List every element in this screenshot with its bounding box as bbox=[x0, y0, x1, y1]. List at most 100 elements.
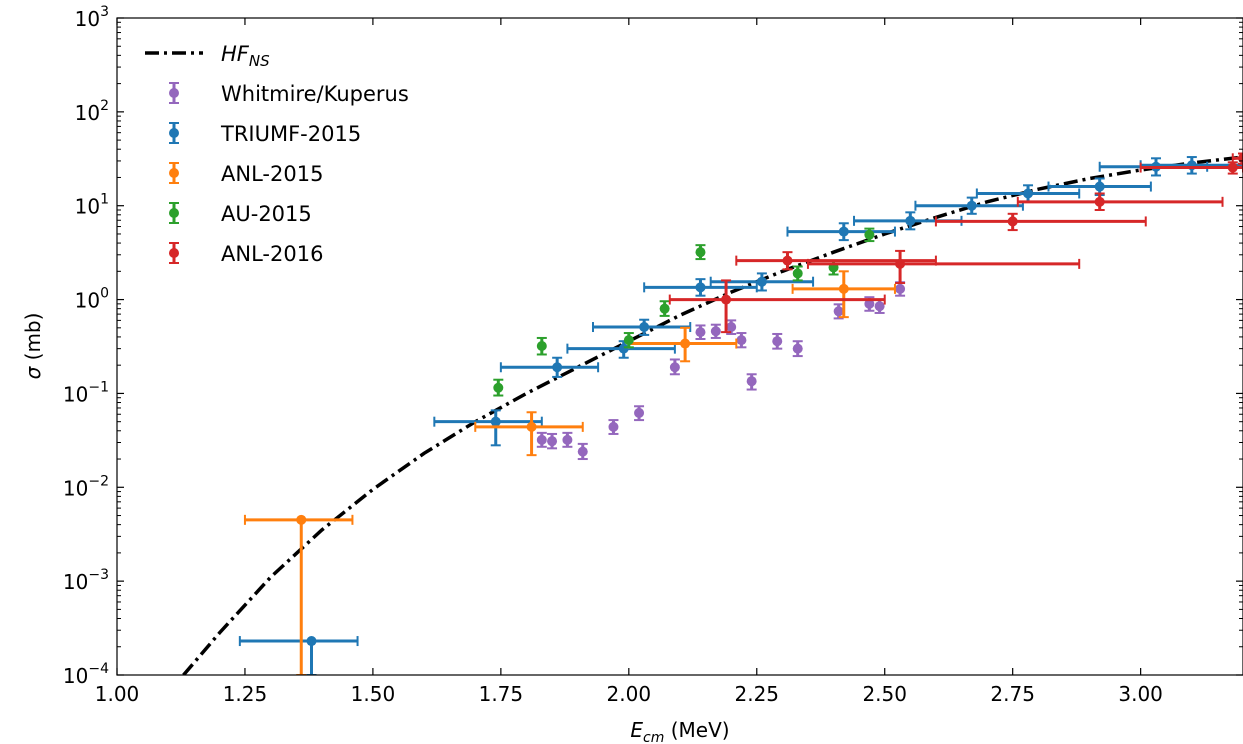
series-whitmire-kuperus-point-10 bbox=[736, 332, 747, 349]
series-au-2015-marker bbox=[536, 341, 547, 352]
series-triumf-2015-marker bbox=[639, 322, 650, 333]
series-whitmire-kuperus-point-7 bbox=[695, 324, 706, 341]
series-anl-2016-point-3 bbox=[934, 212, 1147, 232]
series-triumf-2015-point-6 bbox=[709, 272, 815, 292]
series-anl-2015-marker bbox=[526, 421, 537, 432]
series-au-2015-marker bbox=[695, 247, 706, 258]
y-tick-label-3: 10−1 bbox=[63, 379, 109, 406]
model-curve-hf-ns bbox=[182, 155, 1243, 675]
legend-label-anl-2016: ANL-2016 bbox=[221, 242, 323, 266]
x-axis-title: Ecm (MeV) bbox=[630, 718, 729, 744]
legend-entry-triumf: TRIUMF-2015 bbox=[169, 122, 361, 146]
legend-label-au-2015: AU-2015 bbox=[221, 202, 312, 226]
series-whitmire-kuperus-marker bbox=[746, 376, 757, 387]
y-tick-label-0: 10−4 bbox=[63, 661, 109, 688]
x-tick-label-8: 3.00 bbox=[1118, 682, 1163, 706]
y-tick-label-7: 103 bbox=[75, 4, 109, 31]
series-au-2015-marker bbox=[864, 229, 875, 240]
legend-marker-triumf bbox=[169, 122, 179, 144]
legend-marker-anl-2016 bbox=[169, 242, 179, 264]
series-triumf-2015-marker bbox=[966, 200, 977, 211]
series-triumf-2015-marker bbox=[1094, 181, 1105, 192]
series-triumf-2015-marker bbox=[905, 215, 916, 226]
legend-dot bbox=[169, 248, 179, 258]
series-anl-2016-marker bbox=[1007, 216, 1018, 227]
series-whitmire-kuperus-point-0 bbox=[536, 431, 547, 448]
series-whitmire-kuperus-marker bbox=[864, 298, 875, 309]
series-au-2015-point-2 bbox=[623, 332, 634, 349]
series-au-2015-point-1 bbox=[536, 336, 547, 356]
y-tick-label-1: 10−3 bbox=[63, 567, 109, 594]
series-whitmire-kuperus-point-1 bbox=[547, 432, 558, 450]
series-triumf-2015-marker bbox=[1023, 188, 1034, 199]
series-anl-2016-marker bbox=[782, 255, 793, 266]
series-whitmire-kuperus-point-5 bbox=[634, 405, 645, 422]
legend-dot bbox=[169, 168, 179, 178]
legend-label-anl-2015: ANL-2015 bbox=[221, 162, 323, 186]
series-au-2015-marker bbox=[623, 335, 634, 346]
x-tick-label-3: 1.75 bbox=[479, 682, 524, 706]
series-whitmire-kuperus-marker bbox=[536, 434, 547, 445]
x-tick-label-1: 1.25 bbox=[223, 682, 268, 706]
series-triumf-2015-point-0 bbox=[238, 636, 359, 675]
series-whitmire-kuperus-marker bbox=[547, 436, 558, 447]
legend-entry-anl-2016: ANL-2016 bbox=[169, 242, 323, 266]
series-whitmire-kuperus-marker bbox=[736, 335, 747, 346]
series-triumf-2015-marker bbox=[552, 362, 563, 373]
series-whitmire-kuperus-point-3 bbox=[577, 442, 588, 461]
series-triumf-2015-point-1 bbox=[433, 409, 543, 447]
series-anl-2016-marker bbox=[721, 294, 732, 305]
legend-marker-anl-2015 bbox=[169, 162, 179, 184]
y-axis-title: σ (mb) bbox=[21, 313, 45, 380]
series-anl-2016-marker bbox=[1238, 153, 1243, 164]
series-au-2015-point-0 bbox=[493, 378, 504, 397]
series-whitmire-kuperus-point-17 bbox=[895, 281, 906, 297]
series-whitmire-kuperus-marker bbox=[772, 336, 783, 347]
x-tick-label-2: 1.50 bbox=[351, 682, 396, 706]
series-triumf-2015-marker bbox=[618, 343, 629, 354]
legend: HFNS Whitmire/Kuperus TRIUMF-2015 ANL-20… bbox=[145, 42, 409, 266]
y-tick-label-5: 101 bbox=[75, 192, 109, 219]
x-tick-label-0: 1.00 bbox=[95, 682, 140, 706]
y-tick-label-4: 100 bbox=[75, 286, 109, 313]
series-anl-2016-point-2 bbox=[806, 249, 1081, 285]
series-whitmire-kuperus-point-13 bbox=[792, 340, 803, 358]
series-anl-2015-point-1 bbox=[474, 411, 584, 457]
x-tick-label-5: 2.25 bbox=[735, 682, 780, 706]
series-triumf-2015 bbox=[238, 156, 1243, 675]
series-whitmire-kuperus-point-16 bbox=[874, 298, 885, 314]
series-au-2015-point-3 bbox=[659, 300, 670, 317]
legend-marker-whitmire bbox=[169, 82, 179, 104]
x-tick-label-7: 2.75 bbox=[990, 682, 1035, 706]
series-whitmire-kuperus-point-6 bbox=[669, 358, 680, 376]
series-triumf-2015-marker bbox=[695, 282, 706, 293]
legend-dot bbox=[169, 128, 179, 138]
plot-frame bbox=[116, 17, 1243, 676]
legend-entry-au-2015: AU-2015 bbox=[169, 202, 312, 226]
series-whitmire-kuperus-point-2 bbox=[562, 431, 573, 448]
legend-dot bbox=[169, 208, 179, 218]
series-whitmire-kuperus-marker bbox=[874, 301, 885, 312]
series-whitmire-kuperus-marker bbox=[710, 326, 721, 337]
legend-dot bbox=[169, 88, 179, 98]
series-anl-2015-marker bbox=[296, 514, 307, 525]
series-anl-2015-marker bbox=[838, 283, 849, 294]
y-tick-label-6: 102 bbox=[75, 98, 109, 125]
series-anl-2016-point-4 bbox=[1016, 192, 1224, 212]
series-au-2015-marker bbox=[792, 268, 803, 279]
legend-entry-whitmire: Whitmire/Kuperus bbox=[169, 82, 409, 106]
plot-area bbox=[182, 152, 1243, 675]
series-anl-2016-point-5 bbox=[1139, 161, 1243, 175]
series-whitmire-kuperus-marker bbox=[608, 421, 619, 432]
legend-label-whitmire: Whitmire/Kuperus bbox=[221, 82, 409, 106]
x-tick-label-6: 2.50 bbox=[862, 682, 907, 706]
series-whitmire-kuperus-point-9 bbox=[726, 319, 737, 335]
series-au-2015-point-7 bbox=[864, 227, 875, 243]
series-whitmire-kuperus-marker bbox=[577, 446, 588, 457]
series-anl-2015 bbox=[243, 270, 896, 675]
series-whitmire-kuperus-point-8 bbox=[710, 323, 721, 339]
series-whitmire-kuperus-marker bbox=[562, 434, 573, 445]
series-whitmire-kuperus-point-14 bbox=[833, 303, 844, 320]
legend-label-triumf: TRIUMF-2015 bbox=[220, 122, 361, 146]
